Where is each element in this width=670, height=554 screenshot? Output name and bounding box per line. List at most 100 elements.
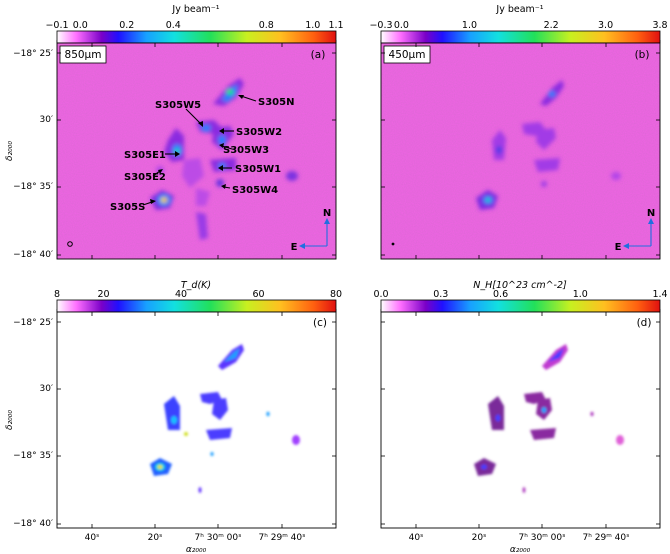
panel-c-frame	[56, 311, 337, 529]
svg-text:S305W1: S305W1	[235, 164, 281, 175]
tick-marks	[57, 43, 660, 528]
panel-d-emission	[474, 344, 624, 493]
colorbar-a-tick-label: 0.2	[119, 20, 134, 31]
compass-a: N E	[291, 208, 332, 253]
colorbar-d-tick-label: 1.0	[573, 289, 588, 300]
y-axis-labels-bottom: δ₂₀₀₀ −18° 25′ 30′ −18° 35′ −18° 40′	[5, 318, 53, 529]
x-axis-labels-d: 40ˢ 20ˢ 7ʰ 30ᵐ 00ˢ 7ʰ 29ᵐ 40ˢ α₂₀₀₀	[409, 533, 630, 554]
compass-b-east: E	[615, 242, 622, 253]
colorbar-b-tick-label: 3.0	[598, 20, 613, 31]
x-axis-labels-c: 40ˢ 20ˢ 7ʰ 30ᵐ 00ˢ 7ʰ 29ᵐ 40ˢ α₂₀₀₀	[85, 533, 306, 554]
panel-d-frame	[380, 311, 661, 529]
colorbar-a-unit: Jy beam⁻¹	[171, 4, 219, 15]
ytick-bottom-3: −18° 40′	[13, 519, 53, 529]
panel-a-tag: (a)	[311, 49, 326, 61]
colorbar-a: Jy beam⁻¹ −0.1 0.0 0.2 0.4 0.8 1.0 1.1	[45, 4, 344, 44]
colorbar-a-tick-label: 0.4	[166, 20, 181, 31]
ytick-top-3: −18° 40′	[13, 250, 53, 260]
panel-b-noise	[381, 43, 660, 259]
panel-d-tag: (d)	[637, 317, 652, 329]
panel-a-frame	[56, 42, 337, 260]
colorbar-d-gradient	[380, 299, 661, 313]
xtick-c-0: 40ˢ	[85, 533, 100, 543]
colorbar-d-tick-label: 0.0	[373, 289, 388, 300]
compass-b-north: N	[647, 208, 655, 219]
ytick-bottom-2: −18° 35′	[13, 451, 53, 461]
panel-b-band-label: 450μm	[389, 49, 426, 61]
xtick-c-1: 20ˢ	[148, 533, 163, 543]
panel-a-beam	[67, 241, 73, 247]
source-label-s305n: S305N	[238, 95, 294, 108]
svg-text:S305W5: S305W5	[155, 100, 201, 111]
xtick-d-2: 7ʰ 30ᵐ 00ˢ	[519, 533, 566, 543]
svg-text:S305W4: S305W4	[232, 185, 278, 196]
source-label-s305w4: S305W4	[221, 184, 278, 196]
colorbar-a-tick-label: 1.0	[305, 20, 320, 31]
colorbar-a-tick-label: 0.8	[259, 20, 274, 31]
frame-ticks	[57, 43, 660, 528]
panel-a-map: 850μm (a)	[57, 43, 336, 259]
svg-text:S305W3: S305W3	[223, 145, 269, 156]
colorbar-b-gradient	[380, 30, 661, 44]
colorbar-c-tick-label: 60	[252, 289, 264, 300]
xtick-d-0: 40ˢ	[409, 533, 424, 543]
svg-text:S305E2: S305E2	[124, 172, 166, 183]
colorbar-a-tick-label: 1.1	[328, 20, 343, 31]
colorbar-b-unit: Jy beam⁻¹	[495, 4, 543, 15]
svg-text:S305W2: S305W2	[236, 127, 282, 138]
colorbar-d-unit: N_H[10^23 cm^-2]	[473, 280, 567, 291]
panel-b-band-box	[383, 45, 431, 64]
svg-text:S305S: S305S	[110, 202, 145, 213]
colorbar-c-gradient	[56, 299, 337, 313]
compass-a-north: N	[323, 208, 331, 219]
ytick-top-1: 30′	[40, 115, 54, 125]
colorbar-c: T_d(K) 8 20 40 60 80	[54, 280, 342, 313]
panel-b-frame	[380, 42, 661, 260]
colorbar-b-tick-label: 0.0	[394, 20, 409, 31]
panel-b-beam	[391, 242, 395, 246]
source-label-s305s: S305S	[110, 199, 156, 213]
source-label-s305w5: S305W5	[155, 100, 203, 127]
source-label-s305w2: S305W2	[219, 127, 282, 138]
compass-a-east: E	[291, 242, 298, 253]
colorbar-d-tick-label: 1.4	[652, 289, 667, 300]
panel-d-map: (d)	[381, 312, 660, 528]
ytick-top-0: −18° 25′	[13, 49, 53, 59]
ytick-top-2: −18° 35′	[13, 182, 53, 192]
svg-text:S305N: S305N	[258, 97, 294, 108]
xtick-c-3: 7ʰ 29ᵐ 40ˢ	[259, 533, 306, 543]
xtick-d-3: 7ʰ 29ᵐ 40ˢ	[583, 533, 630, 543]
xtick-c-2: 7ʰ 30ᵐ 00ˢ	[195, 533, 242, 543]
source-label-s305w1: S305W1	[218, 164, 281, 175]
colorbar-d-tick-label: 0.3	[433, 289, 448, 300]
colorbar-a-tick-label: −0.1	[45, 20, 68, 31]
colorbar-a-gradient	[56, 30, 337, 44]
svg-text:S305E1: S305E1	[124, 150, 166, 161]
panel-c-emission	[150, 344, 300, 493]
panel-a-emission	[150, 78, 298, 240]
panel-c-tag: (c)	[313, 317, 327, 329]
x-axis-label-c: α₂₀₀₀	[186, 545, 207, 554]
ytick-bottom-0: −18° 25′	[13, 318, 53, 328]
panel-a-noise	[57, 43, 336, 259]
y-axis-label-bottom: δ₂₀₀₀	[5, 410, 15, 430]
colorbar-c-tick-label: 40	[175, 289, 187, 300]
colorbar-b-tick-label: 3.8	[652, 20, 667, 31]
panel-b-tag: (b)	[635, 49, 650, 61]
panel-c-map: (c)	[57, 312, 336, 528]
panel-b-emission	[476, 80, 621, 210]
colorbar-b-tick-label: 2.2	[544, 20, 559, 31]
colorbar-b-tick-label: −0.3	[369, 20, 392, 31]
source-label-s305e1: S305E1	[124, 150, 180, 161]
y-axis-label-top: δ₂₀₀₀	[5, 141, 15, 161]
colorbar-c-tick-label: 20	[97, 289, 109, 300]
xtick-d-1: 20ˢ	[472, 533, 487, 543]
colorbar-c-tick-label: 80	[330, 289, 342, 300]
ytick-bottom-1: 30′	[40, 384, 54, 394]
source-label-s305e2: S305E2	[124, 169, 166, 183]
colorbar-d: N_H[10^23 cm^-2] 0.0 0.3 0.6 1.0 1.4	[373, 280, 668, 313]
panel-a-band-box	[59, 45, 107, 64]
colorbar-c-unit: T_d(K)	[181, 280, 211, 291]
panel-a-band-label: 850μm	[65, 49, 102, 61]
